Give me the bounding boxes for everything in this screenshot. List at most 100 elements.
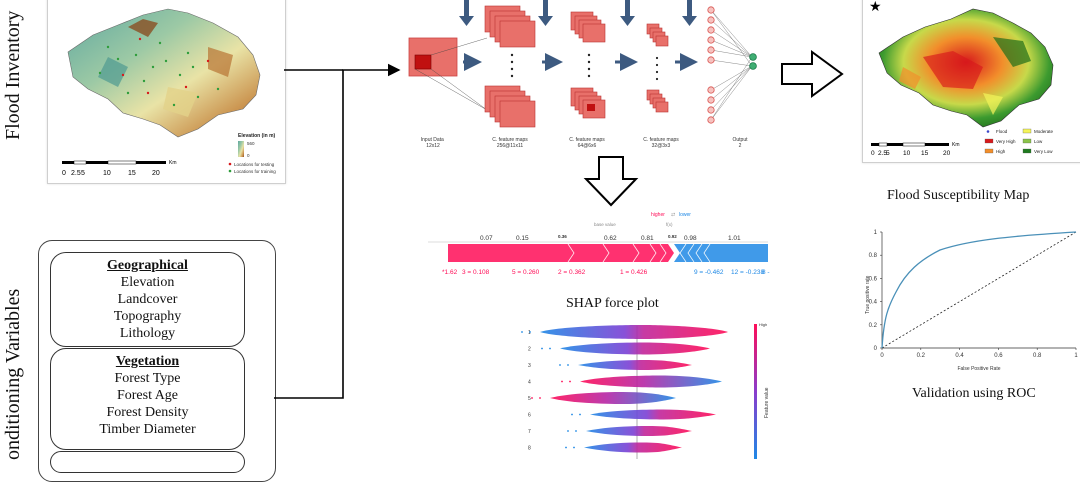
shap-negative-bar <box>674 244 768 262</box>
swarm-outlier <box>529 331 531 333</box>
feature-row-label: 2 <box>528 347 531 353</box>
right-hollow-arrow <box>781 50 844 98</box>
down-hollow-arrow <box>583 156 639 207</box>
feature-row-label: 3 <box>528 363 531 369</box>
feature-row-label: 7 <box>528 429 531 435</box>
feature-row-label: 5 <box>528 396 531 402</box>
variables-connector <box>274 63 401 399</box>
legend-swatch <box>1022 148 1032 154</box>
force-feature-label: *1.62 <box>442 269 458 276</box>
roc-ytick: 0.2 <box>869 323 878 329</box>
shap-legend-higher: higher <box>651 212 665 218</box>
legend-label: Flood <box>996 129 1008 134</box>
force-feature-label: 1 = 0.426 <box>620 269 648 276</box>
force-tick: 0.98 <box>684 235 697 242</box>
legend-label: Moderate <box>1034 129 1054 134</box>
force-tick: 1.01 <box>728 235 741 242</box>
roc-xtick: 0.4 <box>955 353 964 359</box>
group-item: Timber Diameter <box>99 422 196 437</box>
svg-text:Km: Km <box>169 160 177 166</box>
shap-colorbar-label: Feature value <box>764 387 770 418</box>
group-item: Landcover <box>117 292 178 307</box>
group-item: Forest Density <box>106 405 189 420</box>
svg-text:560: 560 <box>247 141 255 146</box>
connector-lines <box>274 63 401 399</box>
legend-label: Very Low <box>1034 149 1053 154</box>
force-tick: 0.81 <box>641 235 654 242</box>
roc-diagonal <box>881 231 1077 349</box>
legend-swatch <box>1022 138 1032 144</box>
shap-force-plot: higher ⇄ lower base value f(x) 0.07 0.15 0… <box>428 212 770 276</box>
inventory-scale-bar <box>62 160 166 165</box>
swarm-outlier <box>561 380 563 383</box>
susceptibility-scale-bar <box>871 142 949 147</box>
legend-label: Very High <box>996 139 1016 144</box>
down-arrows <box>459 0 697 26</box>
cnn-label: C. feature maps 32@3x3 <box>643 137 679 149</box>
roc-caption: Validation using ROC <box>912 386 1036 401</box>
force-feature-label: 12 = -0.238 <box>731 269 764 276</box>
roc-curve <box>881 231 1077 349</box>
feature-row-label: 4 <box>528 380 531 386</box>
legend-label: Low <box>1034 139 1043 144</box>
shap-summary-plot: 1 2 3 4 5 6 7 8 High Feature value <box>521 322 770 459</box>
scale-tick: 5 <box>81 170 85 177</box>
swarm-outlier <box>569 380 571 383</box>
swarm-outlier <box>573 446 575 449</box>
roc-ytick: 0.8 <box>869 253 878 259</box>
training-points <box>98 41 220 107</box>
scale-tick: 20 <box>152 170 160 177</box>
legend-swatch <box>984 148 994 154</box>
roc-ytick: 1 <box>874 230 878 236</box>
swarm-row <box>550 392 676 404</box>
scale-tick: 5 <box>886 150 890 157</box>
swarm-outlier <box>539 397 541 399</box>
feature-maps-2 <box>570 11 606 119</box>
legend-swatch <box>1022 128 1032 134</box>
roc-xtick: 0.6 <box>994 353 1003 359</box>
swarm-row <box>584 442 682 453</box>
group-item: Topography <box>113 309 182 324</box>
group-vegetation: Vegetation Forest Type Forest Age Forest… <box>50 348 245 450</box>
swarm-row <box>540 325 728 339</box>
roc-xtick: 0.8 <box>1033 353 1042 359</box>
testing-points <box>121 37 210 95</box>
elevation-colorbar <box>238 141 244 157</box>
roc-chart: 0 0.2 0.4 0.6 0.8 1 0 0.2 0.4 0.6 0.8 1 False Posit… <box>865 230 1078 372</box>
roc-ytick: 0.4 <box>869 300 878 306</box>
force-feature-label: 2 = 0.362 <box>558 269 586 276</box>
swarm-row <box>578 360 692 370</box>
shap-colorbar-high: High <box>759 322 767 327</box>
scale-tick: 15 <box>921 150 929 157</box>
scale-tick: 2.5 <box>71 170 81 177</box>
svg-text:⇄: ⇄ <box>671 212 675 218</box>
force-tick: 0.62 <box>604 235 617 242</box>
feature-maps-1 <box>484 5 536 128</box>
scale-tick: 0 <box>871 150 875 157</box>
swarm-row <box>590 409 716 420</box>
force-tick: 0.07 <box>480 235 493 242</box>
scale-tick: 15 <box>128 170 136 177</box>
cnn-label: C. feature maps 64@6x6 <box>569 137 605 149</box>
swarm-outlier <box>541 347 543 350</box>
inventory-region-shape <box>67 8 261 138</box>
swarm-outlier <box>521 331 523 333</box>
svg-text:Km: Km <box>952 142 960 148</box>
group-item: Elevation <box>120 275 175 290</box>
roc-xtick: 0 <box>880 353 884 359</box>
shap-force-caption: SHAP force plot <box>566 296 659 311</box>
swarm-outlier <box>567 364 569 366</box>
shap-colorbar <box>754 324 757 459</box>
feature-row-label: 8 <box>528 446 531 452</box>
force-feature-label: 3 = 0.108 <box>462 269 490 276</box>
cnn-label: Output 2 <box>732 137 748 149</box>
group-item: Forest Type <box>114 371 181 386</box>
scale-tick: 20 <box>943 150 951 157</box>
cnn-diagram: Input Data 12x12 C. feature maps 256@11x1… <box>408 0 757 149</box>
swarm-row <box>560 342 710 355</box>
swarm-outlier <box>565 446 567 449</box>
swarm-outlier <box>531 397 533 399</box>
legend-title: Elevation (in m) <box>238 133 276 139</box>
swarm-outlier <box>549 347 551 350</box>
